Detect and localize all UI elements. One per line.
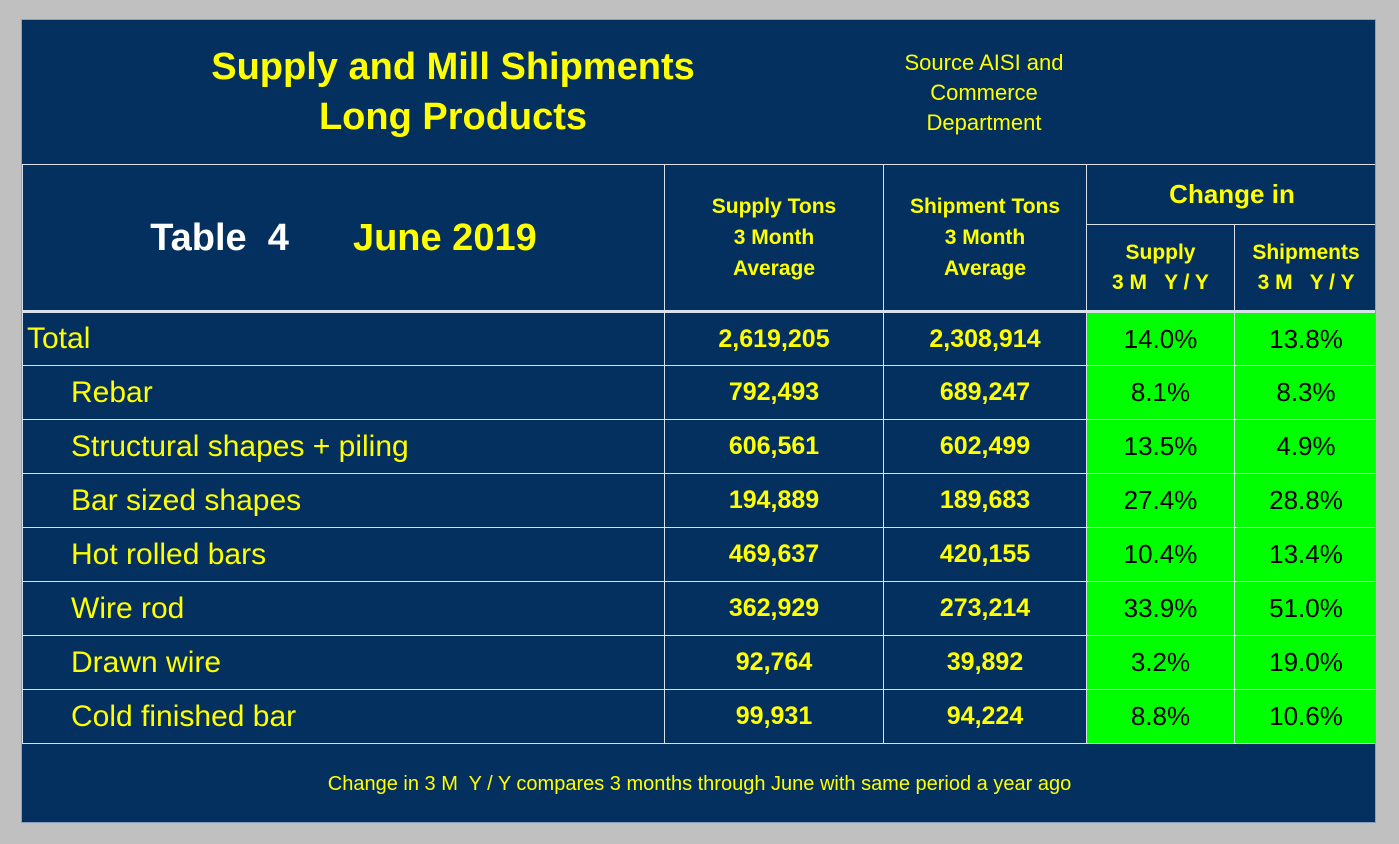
supply-tons-header: Supply Tons 3 Month Average bbox=[664, 164, 884, 312]
supply-tons-cell: 606,561 bbox=[664, 419, 884, 474]
supply-tons-cell: 99,931 bbox=[664, 689, 884, 744]
product-name-cell: Total bbox=[22, 310, 665, 366]
source-line-1: Source AISI and bbox=[904, 50, 1064, 75]
change-supply-header: Supply 3 M Y / Y bbox=[1086, 224, 1235, 312]
product-name-cell: Rebar bbox=[22, 365, 665, 420]
shipment-tons-cell: 689,247 bbox=[883, 365, 1087, 420]
supply-change-cell: 14.0% bbox=[1086, 310, 1235, 366]
shipment-change-cell: 8.3% bbox=[1233, 365, 1375, 420]
data-table: Table 4 June 2019 Supply Tons 3 Month Ave… bbox=[22, 164, 1375, 744]
shipment-header-line-1: Shipment Tons bbox=[909, 195, 1061, 218]
supply-change-cell: 27.4% bbox=[1086, 473, 1235, 528]
product-name-cell: Cold finished bar bbox=[22, 689, 665, 744]
supply-change-cell: 3.2% bbox=[1086, 635, 1235, 690]
supply-header-line-2: 3 Month bbox=[733, 226, 815, 249]
shipment-tons-cell: 189,683 bbox=[883, 473, 1087, 528]
supply-tons-cell: 2,619,205 bbox=[664, 310, 884, 366]
shipment-header-line-3: Average bbox=[943, 257, 1027, 280]
table-row: Total 2,619,205 2,308,914 14.0% 13.8% bbox=[22, 310, 1375, 366]
shipment-tons-cell: 602,499 bbox=[883, 419, 1087, 474]
table-row: Rebar 792,493 689,247 8.1% 8.3% bbox=[22, 365, 1375, 420]
product-name-cell: Structural shapes + piling bbox=[22, 419, 665, 474]
supply-change-cell: 8.8% bbox=[1086, 689, 1235, 744]
shipment-change-cell: 4.9% bbox=[1233, 419, 1375, 474]
change-supply-line-1: Supply bbox=[1125, 240, 1196, 264]
source-note: Source AISI and Commerce Department bbox=[884, 48, 1084, 138]
supply-tons-cell: 792,493 bbox=[664, 365, 884, 420]
product-name-cell: Hot rolled bars bbox=[22, 527, 665, 582]
table-date: June 2019 bbox=[352, 216, 537, 259]
product-name-cell: Wire rod bbox=[22, 581, 665, 636]
shipment-change-cell: 13.4% bbox=[1233, 527, 1375, 582]
table-row: Wire rod 362,929 273,214 33.9% 51.0% bbox=[22, 581, 1375, 636]
table-frame: Supply and Mill Shipments Long Products … bbox=[21, 19, 1376, 823]
change-in-header: Change in bbox=[1085, 164, 1375, 225]
source-line-3: Department bbox=[926, 110, 1042, 135]
supply-tons-cell: 469,637 bbox=[664, 527, 884, 582]
change-shipments-line-1: Shipments bbox=[1252, 240, 1360, 264]
table-body: Total 2,619,205 2,308,914 14.0% 13.8% Rebar 79… bbox=[22, 310, 1375, 744]
footnote: Change in 3 M Y / Y compares 3 months th… bbox=[327, 772, 1072, 795]
title-line-2: Long Products bbox=[318, 96, 588, 138]
shipment-change-cell: 28.8% bbox=[1233, 473, 1375, 528]
supply-change-cell: 10.4% bbox=[1086, 527, 1235, 582]
shipment-change-cell: 51.0% bbox=[1233, 581, 1375, 636]
supply-tons-cell: 362,929 bbox=[664, 581, 884, 636]
table-number: Table 4 bbox=[150, 216, 289, 259]
table-row: Drawn wire 92,764 39,892 3.2% 19.0% bbox=[22, 635, 1375, 690]
table-label-header: Table 4 June 2019 bbox=[22, 164, 665, 312]
page-title: Supply and Mill Shipments Long Products bbox=[22, 20, 884, 164]
title-line-1: Supply and Mill Shipments bbox=[211, 46, 695, 88]
table-row: Cold finished bar 99,931 94,224 8.8% 10.6% bbox=[22, 689, 1375, 744]
shipment-change-cell: 13.8% bbox=[1233, 310, 1375, 366]
change-shipments-line-2: 3 M Y / Y bbox=[1257, 270, 1355, 294]
shipment-tons-cell: 39,892 bbox=[883, 635, 1087, 690]
shipment-tons-cell: 273,214 bbox=[883, 581, 1087, 636]
supply-header-line-3: Average bbox=[732, 257, 816, 280]
supply-change-cell: 33.9% bbox=[1086, 581, 1235, 636]
shipment-tons-cell: 94,224 bbox=[883, 689, 1087, 744]
supply-change-cell: 13.5% bbox=[1086, 419, 1235, 474]
source-line-2: Commerce bbox=[930, 80, 1038, 105]
change-supply-line-2: 3 M Y / Y bbox=[1112, 270, 1209, 294]
product-name-cell: Bar sized shapes bbox=[22, 473, 665, 528]
supply-tons-cell: 194,889 bbox=[664, 473, 884, 528]
supply-change-cell: 8.1% bbox=[1086, 365, 1235, 420]
shipment-tons-cell: 420,155 bbox=[883, 527, 1087, 582]
supply-tons-cell: 92,764 bbox=[664, 635, 884, 690]
supply-header-line-1: Supply Tons bbox=[711, 195, 837, 218]
product-name-cell: Drawn wire bbox=[22, 635, 665, 690]
shipment-header-line-2: 3 Month bbox=[944, 226, 1026, 249]
shipment-tons-cell: 2,308,914 bbox=[883, 310, 1087, 366]
table-row: Hot rolled bars 469,637 420,155 10.4% 13.4% bbox=[22, 527, 1375, 582]
table-row: Structural shapes + piling 606,561 602,499… bbox=[22, 419, 1375, 474]
shipment-tons-header: Shipment Tons 3 Month Average bbox=[883, 164, 1087, 312]
change-shipments-header: Shipments 3 M Y / Y bbox=[1233, 224, 1375, 312]
shipment-change-cell: 19.0% bbox=[1233, 635, 1375, 690]
shipment-change-cell: 10.6% bbox=[1233, 689, 1375, 744]
table-row: Bar sized shapes 194,889 189,683 27.4% 28.8% bbox=[22, 473, 1375, 528]
